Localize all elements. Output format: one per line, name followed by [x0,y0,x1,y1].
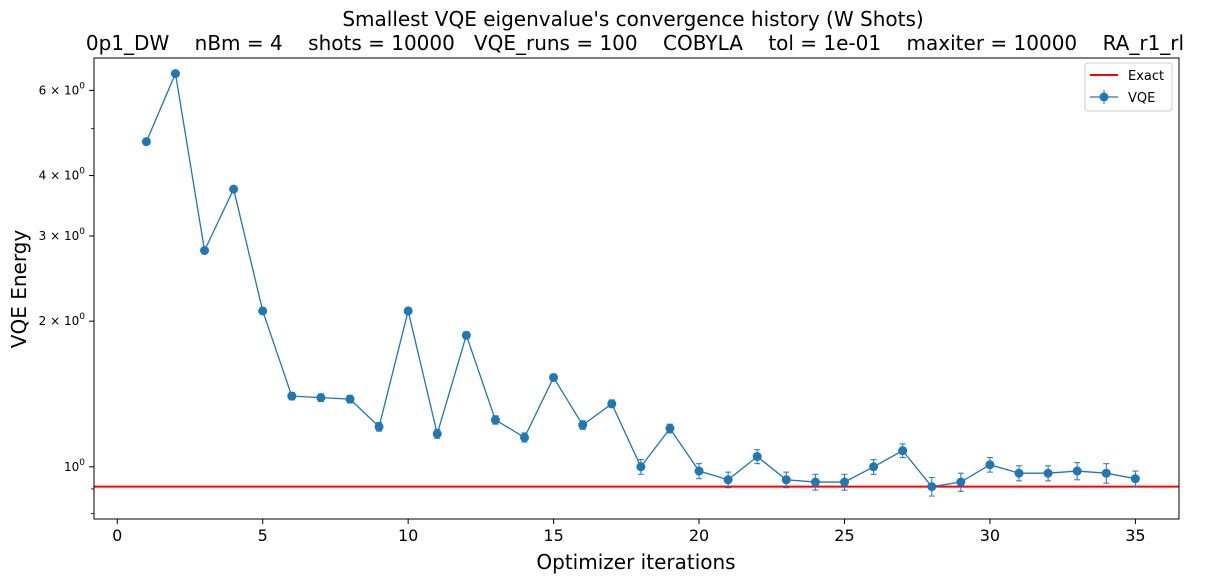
x-tick-label: 15 [543,526,563,545]
vqe-point [316,393,326,403]
x-tick-label: 5 [258,526,268,545]
x-tick-label: 25 [834,526,854,545]
vqe-point [839,477,849,487]
vqe-point [927,482,937,492]
vqe-point [636,462,646,472]
vqe-point [287,391,297,401]
x-tick-label: 10 [398,526,418,545]
vqe-point [956,477,966,487]
vqe-point [229,184,239,194]
vqe-point [345,394,355,404]
vqe-point [869,462,879,472]
chart-subtitle: 0p1_DW nBm = 4 shots = 10000 VQE_runs = … [86,31,1184,55]
vqe-point [461,330,471,340]
y-tick-label: 4 × 100 [39,167,86,183]
legend-vqe-marker [1099,92,1109,102]
vqe-point [520,432,530,442]
legend-exact-label: Exact [1128,69,1164,84]
x-axis: 0 5 10 15 20 25 30 35 [112,519,1146,545]
y-axis: 100 2 × 100 3 × 100 4 × 100 6 × 100 [39,81,94,515]
chart-title: Smallest VQE eigenvalue's convergence hi… [342,7,923,31]
vqe-point [752,452,762,462]
vqe-point [549,372,559,382]
vqe-point [665,423,675,433]
vqe-point [1101,468,1111,478]
vqe-point [490,415,500,425]
legend-vqe-label: VQE [1128,91,1155,106]
vqe-point [403,306,413,316]
vqe-point [374,422,384,432]
x-tick-label: 0 [112,526,122,545]
plot-area [94,58,1179,519]
x-axis-label: Optimizer iterations [536,550,735,574]
vqe-point [781,475,791,485]
vqe-point [1072,466,1082,476]
vqe-point [898,446,908,456]
vqe-point [141,137,151,147]
vqe-point [1043,468,1053,478]
vqe-point [694,466,704,476]
vqe-point [432,429,442,439]
vqe-point [258,306,268,316]
legend: Exact VQE [1084,62,1173,112]
y-axis-label: VQE Energy [7,230,31,349]
vqe-point [578,420,588,430]
vqe-point [170,69,180,79]
y-tick-label: 3 × 100 [39,227,86,243]
x-tick-label: 20 [689,526,709,545]
y-tick-label: 2 × 100 [39,312,86,328]
plot-marks [94,69,1179,497]
vqe-point [810,477,820,487]
vqe-point [1130,474,1140,484]
x-tick-label: 30 [980,526,1000,545]
x-tick-label: 35 [1125,526,1145,545]
vqe-point [200,245,210,255]
vqe-point [723,475,733,485]
vqe-point [985,460,995,470]
vqe-point [1014,468,1024,478]
y-tick-label: 100 [64,458,85,474]
plot-frame [93,57,1180,520]
vqe-point [607,399,617,409]
y-tick-label: 6 × 100 [39,81,86,97]
